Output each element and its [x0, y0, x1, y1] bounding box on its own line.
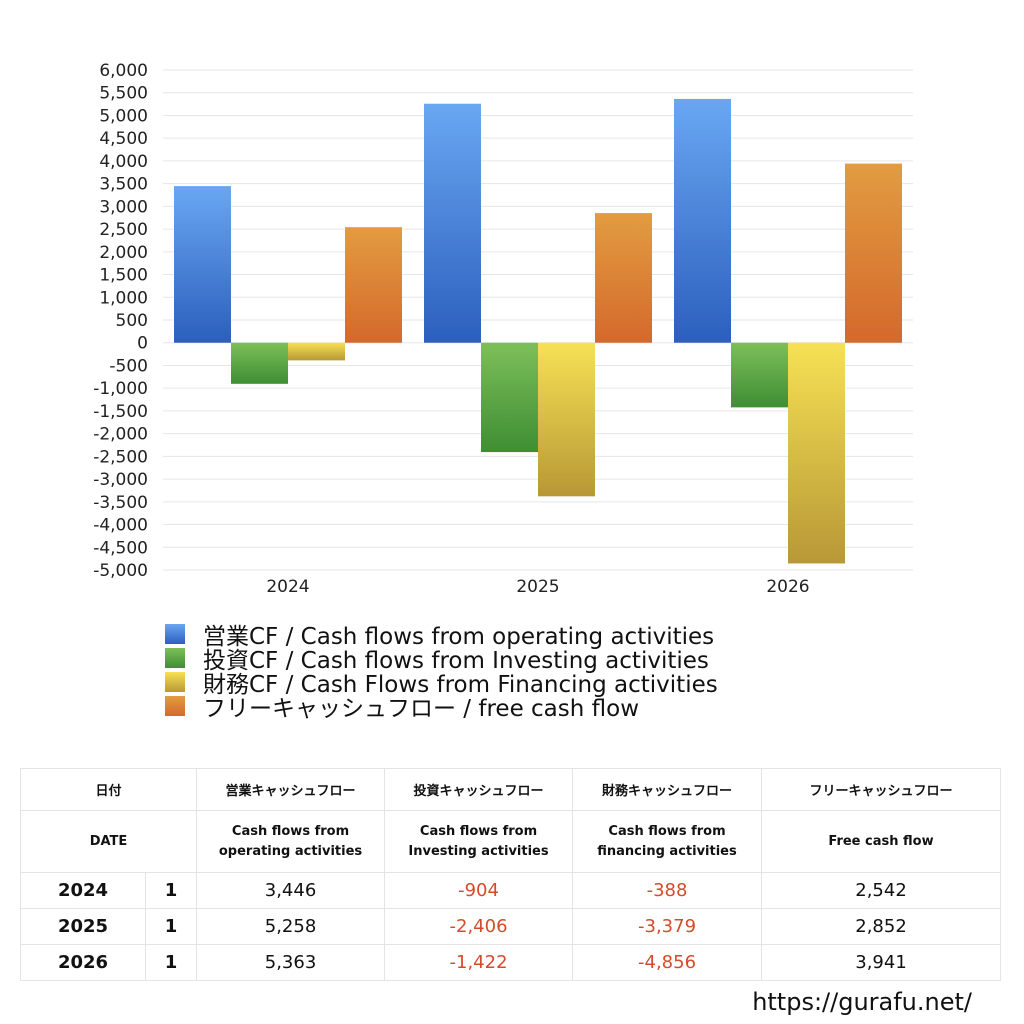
header-date-ja: 日付	[19, 768, 198, 811]
row-investing: -2,406	[384, 908, 574, 945]
bar-free-2025	[595, 213, 652, 343]
y-tick-label: -1,000	[93, 379, 148, 399]
header-operating-en-line1: Cash flows from	[231, 823, 350, 839]
header-operating-en: Cash flows from operating activities	[196, 810, 386, 873]
header-financing-en-line1: Cash flows from	[608, 823, 726, 839]
header-investing-en-line2: Investing activities	[408, 843, 549, 859]
header-operating-en-line2: operating activities	[218, 843, 363, 859]
y-tick-label: 1,500	[99, 266, 148, 286]
row-operating: 3,446	[196, 872, 386, 909]
header-financing-ja: 財務キャッシュフロー	[572, 768, 763, 811]
x-axis-categories: 2024 2025 2026	[266, 577, 809, 597]
bar-operating-2025	[424, 103, 481, 343]
y-tick-label: -2,000	[93, 425, 148, 445]
header-date-en: DATE	[19, 810, 198, 873]
y-tick-label: 6,000	[99, 61, 148, 81]
header-free-en: Free cash flow	[761, 810, 1002, 873]
row-investing: -904	[384, 872, 574, 909]
table-header-en: DATE Cash flows from operating activities…	[19, 810, 1002, 873]
row-financing: -388	[572, 872, 763, 909]
header-financing-en: Cash flows from financing activities	[572, 810, 763, 873]
table-row: 2024 1 3,446 -904 -388 2,542	[20, 872, 1002, 909]
table-header-ja: 日付 営業キャッシュフロー 投資キャッシュフロー 財務キャッシュフロー フリーキ…	[19, 768, 1002, 811]
bar-investing-2024	[231, 342, 288, 384]
legend-swatch-investing	[165, 648, 185, 668]
row-year: 2025	[20, 908, 146, 945]
x-category-label: 2025	[516, 577, 559, 597]
row-operating: 5,363	[196, 944, 386, 981]
y-tick-label: 3,500	[99, 175, 148, 195]
header-investing-en: Cash flows from Investing activities	[384, 810, 574, 873]
row-free: 3,941	[761, 944, 1002, 981]
row-free: 2,542	[761, 872, 1002, 909]
legend-item-free: フリーキャッシュフロー / free cash flow	[165, 694, 718, 722]
y-tick-label: 4,000	[99, 152, 148, 172]
chart-legend: 営業CF / Cash flows from operating activit…	[165, 622, 718, 722]
bars	[174, 98, 902, 564]
row-financing: -3,379	[572, 908, 763, 945]
bar-investing-2025	[481, 342, 538, 453]
header-investing-en-line1: Cash flows from	[419, 823, 538, 839]
bar-investing-2026	[731, 342, 788, 408]
y-tick-label: -3,500	[93, 493, 148, 513]
y-tick-label: 2,000	[99, 243, 148, 263]
row-investing: -1,422	[384, 944, 574, 981]
y-tick-label: 2,500	[99, 220, 148, 240]
x-category-label: 2024	[266, 577, 309, 597]
legend-swatch-financing	[165, 672, 185, 692]
y-tick-label: -4,500	[93, 538, 148, 558]
y-tick-label: 500	[116, 311, 148, 331]
y-tick-label: -5,000	[93, 561, 148, 581]
legend-label-free: フリーキャッシュフロー / free cash flow	[203, 696, 640, 722]
row-month: 1	[144, 872, 198, 909]
y-tick-label: 5,500	[99, 84, 148, 104]
y-tick-label: 1,000	[99, 288, 148, 308]
legend-item-operating: 営業CF / Cash flows from operating activit…	[165, 622, 718, 650]
legend-label-investing: 投資CF / Cash flows from Investing activit…	[203, 648, 709, 674]
bar-operating-2026	[674, 98, 731, 343]
legend-swatch-operating	[165, 624, 185, 644]
header-investing-ja: 投資キャッシュフロー	[384, 768, 574, 811]
y-tick-label: 0	[137, 334, 148, 354]
row-month: 1	[144, 944, 198, 981]
header-operating-ja: 営業キャッシュフロー	[196, 768, 386, 811]
cash-flow-table: 日付 営業キャッシュフロー 投資キャッシュフロー 財務キャッシュフロー フリーキ…	[19, 768, 1002, 981]
y-tick-label: 4,500	[99, 129, 148, 149]
row-operating: 5,258	[196, 908, 386, 945]
legend-label-financing: 財務CF / Cash Flows from Financing activit…	[203, 672, 718, 698]
bar-financing-2026	[788, 342, 845, 564]
bar-operating-2024	[174, 186, 231, 343]
legend-item-investing: 投資CF / Cash flows from Investing activit…	[165, 646, 718, 674]
bar-free-2026	[845, 163, 902, 343]
table-row: 2026 1 5,363 -1,422 -4,856 3,941	[20, 944, 1002, 981]
site-url: https://gurafu.net/	[752, 988, 972, 1016]
header-financing-en-line2: financing activities	[597, 843, 737, 859]
legend-item-financing: 財務CF / Cash Flows from Financing activit…	[165, 670, 718, 698]
y-tick-label: -3,000	[93, 470, 148, 490]
table-row: 2025 1 5,258 -2,406 -3,379 2,852	[20, 908, 1002, 945]
row-financing: -4,856	[572, 944, 763, 981]
row-year: 2024	[20, 872, 146, 909]
y-tick-label: -500	[109, 356, 148, 376]
legend-swatch-free	[165, 696, 185, 716]
header-free-ja: フリーキャッシュフロー	[761, 768, 1002, 811]
header-date-en-line: DATE	[89, 833, 128, 849]
legend-label-operating: 営業CF / Cash flows from operating activit…	[203, 624, 715, 650]
y-tick-label: 3,000	[99, 197, 148, 217]
bar-financing-2025	[538, 342, 595, 497]
row-month: 1	[144, 908, 198, 945]
bar-financing-2024	[288, 342, 345, 361]
y-tick-label: -2,500	[93, 447, 148, 467]
row-free: 2,852	[761, 908, 1002, 945]
y-tick-label: -4,000	[93, 516, 148, 536]
bar-free-2024	[345, 227, 402, 343]
x-category-label: 2026	[766, 577, 809, 597]
row-year: 2026	[20, 944, 146, 981]
header-free-en-line: Free cash flow	[828, 833, 934, 849]
y-tick-label: -1,500	[93, 402, 148, 422]
y-tick-label: 5,000	[99, 106, 148, 126]
